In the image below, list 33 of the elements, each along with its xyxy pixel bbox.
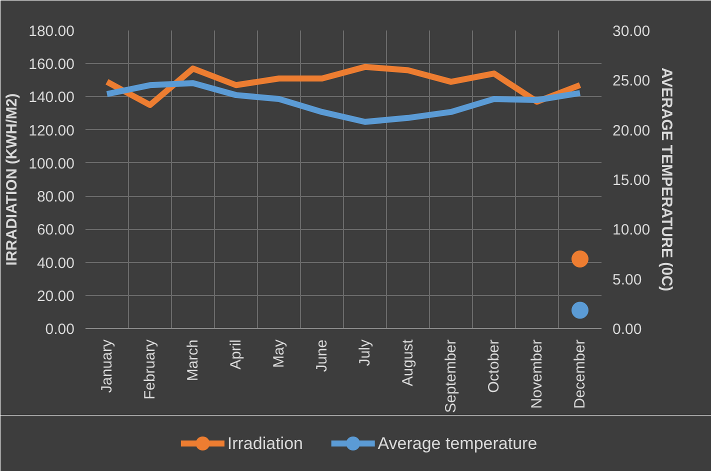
x-tick-label: November bbox=[528, 339, 546, 409]
y-tick-label: 180.00 bbox=[28, 23, 75, 40]
x-tick-label: August bbox=[400, 338, 416, 386]
y2-tick-label: 5.00 bbox=[612, 271, 642, 288]
y-tick-label: 160.00 bbox=[28, 56, 75, 74]
y2-tick-label: 10.00 bbox=[612, 222, 650, 239]
legend-label: Irradiation bbox=[227, 434, 303, 453]
x-tick-label: May bbox=[270, 339, 288, 368]
y-tick-label: 120.00 bbox=[28, 122, 75, 140]
y-axis-title: IRRADIATION (KWH/M2) bbox=[4, 93, 21, 266]
y-tick-label: 100.00 bbox=[28, 155, 75, 172]
y-tick-label: 140.00 bbox=[28, 89, 75, 106]
x-tick-label: January bbox=[98, 339, 116, 393]
x-tick-label: July bbox=[356, 339, 374, 366]
x-tick-label: December bbox=[572, 339, 588, 409]
x-tick-label: October bbox=[486, 339, 502, 393]
y-tick-label: 20.00 bbox=[36, 288, 75, 305]
y-tick-label: 0.00 bbox=[45, 321, 75, 338]
y2-tick-label: 30.00 bbox=[612, 23, 650, 40]
x-tick-label: April bbox=[228, 339, 244, 370]
y-tick-label: 60.00 bbox=[36, 222, 75, 239]
x-tick-label: September bbox=[442, 339, 460, 413]
y2-axis-title: AVERAGE TEMPERATURE (0C) bbox=[658, 68, 676, 292]
x-tick-label: February bbox=[142, 339, 158, 400]
legend-label: Average temperature bbox=[378, 434, 538, 453]
y-tick-label: 80.00 bbox=[36, 188, 75, 206]
x-tick-label: June bbox=[314, 339, 330, 372]
y2-tick-label: 20.00 bbox=[612, 122, 650, 140]
y-tick-label: 40.00 bbox=[36, 254, 75, 272]
y2-tick-label: 25.00 bbox=[612, 72, 650, 90]
y2-tick-label: 15.00 bbox=[612, 172, 650, 189]
y2-tick-label: 0.00 bbox=[612, 321, 642, 338]
x-tick-label: March bbox=[184, 339, 202, 382]
